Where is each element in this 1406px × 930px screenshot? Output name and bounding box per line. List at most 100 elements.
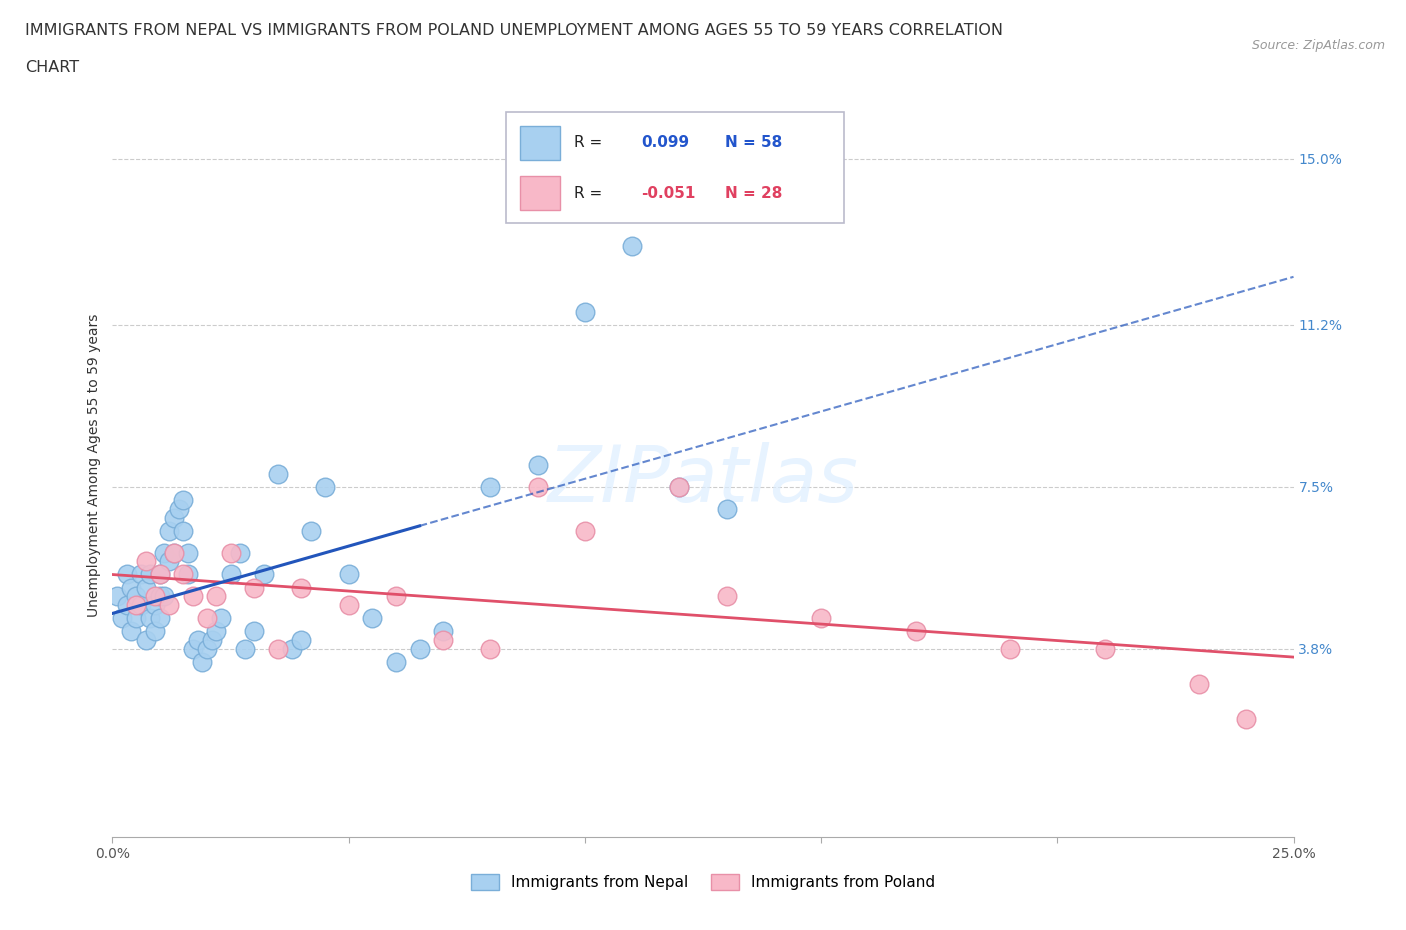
Point [267, 642, 290, 657]
Point [408, 642, 430, 657]
Point [668, 480, 690, 495]
Text: R =: R = [574, 186, 602, 201]
Point [209, 611, 232, 626]
Point [163, 545, 186, 560]
Point [810, 611, 832, 626]
Point [668, 480, 690, 495]
Text: Source: ZipAtlas.com: Source: ZipAtlas.com [1251, 39, 1385, 52]
Point [1234, 711, 1257, 726]
Point [135, 632, 157, 647]
Point [177, 545, 200, 560]
Point [153, 545, 176, 560]
Point [314, 480, 336, 495]
Text: ZIPatlas: ZIPatlas [547, 442, 859, 518]
Text: N = 58: N = 58 [725, 136, 783, 151]
Point [105, 589, 128, 604]
Point [385, 655, 408, 670]
Point [120, 580, 142, 595]
Point [157, 554, 180, 569]
FancyBboxPatch shape [506, 112, 844, 223]
Point [479, 642, 502, 657]
Text: R =: R = [574, 136, 602, 151]
Point [143, 589, 166, 604]
Point [115, 598, 138, 613]
Point [526, 458, 548, 472]
Text: N = 28: N = 28 [725, 186, 783, 201]
Point [115, 567, 138, 582]
Point [167, 501, 190, 516]
Point [716, 501, 738, 516]
Point [716, 589, 738, 604]
Point [125, 589, 148, 604]
Point [129, 567, 152, 582]
Bar [520, 177, 560, 210]
Point [229, 545, 252, 560]
Point [125, 611, 148, 626]
Point [135, 580, 157, 595]
Y-axis label: Unemployment Among Ages 55 to 59 years: Unemployment Among Ages 55 to 59 years [87, 313, 101, 617]
Point [526, 480, 548, 495]
Point [172, 493, 194, 508]
Point [153, 589, 176, 604]
Point [267, 466, 290, 481]
Point [191, 655, 214, 670]
Point [172, 567, 194, 582]
Point [361, 611, 384, 626]
Point [177, 567, 200, 582]
Point [149, 567, 172, 582]
Legend: Immigrants from Nepal, Immigrants from Poland: Immigrants from Nepal, Immigrants from P… [465, 868, 941, 897]
Point [181, 642, 204, 657]
Point [1188, 676, 1211, 691]
Bar [520, 126, 560, 160]
Point [621, 239, 644, 254]
Point [385, 589, 408, 604]
Point [201, 632, 224, 647]
Point [219, 545, 242, 560]
Point [143, 598, 166, 613]
Text: -0.051: -0.051 [641, 186, 696, 201]
Point [195, 642, 218, 657]
Point [1094, 642, 1116, 657]
Point [432, 632, 454, 647]
Point [205, 589, 228, 604]
Point [479, 480, 502, 495]
Text: IMMIGRANTS FROM NEPAL VS IMMIGRANTS FROM POLAND UNEMPLOYMENT AMONG AGES 55 TO 59: IMMIGRANTS FROM NEPAL VS IMMIGRANTS FROM… [25, 23, 1004, 38]
Point [243, 624, 266, 639]
Point [574, 524, 596, 538]
Point [904, 624, 927, 639]
Point [157, 524, 180, 538]
Point [163, 545, 186, 560]
Point [337, 598, 360, 613]
Point [111, 611, 134, 626]
Point [253, 567, 276, 582]
Point [163, 510, 186, 525]
Point [290, 632, 312, 647]
Text: 0.099: 0.099 [641, 136, 689, 151]
Point [135, 554, 157, 569]
Point [205, 624, 228, 639]
Point [125, 598, 148, 613]
Point [139, 567, 162, 582]
Point [281, 642, 304, 657]
Point [181, 589, 204, 604]
Point [337, 567, 360, 582]
Point [186, 632, 208, 647]
Point [149, 567, 172, 582]
Point [219, 567, 242, 582]
Text: CHART: CHART [25, 60, 79, 75]
Point [157, 598, 180, 613]
Point [143, 624, 166, 639]
Point [299, 524, 322, 538]
Point [574, 304, 596, 319]
Point [139, 611, 162, 626]
Point [120, 624, 142, 639]
Point [149, 589, 172, 604]
Point [195, 611, 218, 626]
Point [149, 611, 172, 626]
Point [172, 524, 194, 538]
Point [243, 580, 266, 595]
Point [129, 598, 152, 613]
Point [998, 642, 1021, 657]
Point [432, 624, 454, 639]
Point [290, 580, 312, 595]
